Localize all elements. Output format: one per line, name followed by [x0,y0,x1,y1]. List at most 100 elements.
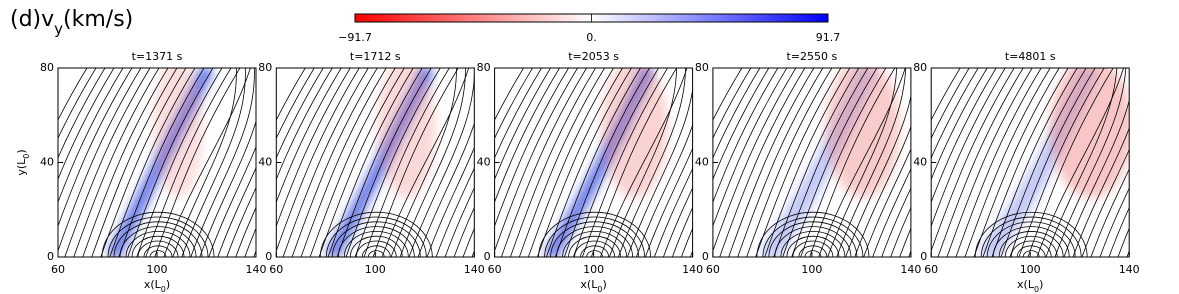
field-line [931,68,961,121]
y-tick-label: 0 [920,250,927,263]
x-tick-label: 140 [1119,263,1140,276]
field-line [931,68,997,203]
y-tick-label: 0 [484,250,491,263]
field-line [453,206,475,257]
panel-title: t=1371 s [132,50,183,63]
field-line [931,68,979,159]
text-part: 0 [22,154,31,159]
field-line [1170,63,1179,262]
field-line [1018,68,1105,257]
x-tick-label: 60 [488,263,502,276]
loop-line [792,240,834,257]
field-line [276,68,306,121]
field-line [354,68,441,257]
field-line [845,94,911,257]
field-line [217,166,256,257]
x-axis-label: x(L0) [580,278,606,294]
panel-plot [931,63,1179,262]
x-tick-label: 140 [246,263,267,276]
loop-line [367,250,385,257]
field-line [964,68,1051,257]
panel-title: t=2053 s [568,50,619,63]
field-line [58,68,115,181]
loop-line [355,240,397,257]
y-tick-label: 40 [258,156,272,169]
red-flow [1050,68,1130,198]
field-line [663,187,693,257]
loop-line [149,250,167,257]
field-line [494,68,552,181]
loop-line [586,250,603,257]
field-line [572,68,660,257]
field-line [145,68,232,257]
y-tick-label: 40 [913,156,927,169]
field-line [154,68,241,257]
field-line [712,68,770,181]
colorbar-tick-label: −91.7 [338,31,372,44]
field-line [276,68,360,252]
field-line [672,206,693,257]
field-line [1099,187,1130,257]
x-tick-label: 60 [51,263,65,276]
field-line [172,68,237,257]
field-line [276,68,333,181]
x-tick-label: 100 [147,263,168,276]
loop-line [774,226,852,257]
field-line [345,68,432,257]
panel-plot [494,68,693,257]
field-line [800,68,887,257]
loop-line [550,221,639,257]
loop-line [361,245,391,257]
loop-line [786,235,840,257]
field-line [590,68,678,257]
field-line [58,68,142,252]
field-line [1045,68,1118,257]
y-tick-label: 0 [265,250,272,263]
loop-line [762,216,864,257]
loop-line [1010,240,1052,257]
field-line [581,68,669,257]
field-line [1063,99,1130,257]
loop-line [780,231,846,257]
field-line [737,68,824,257]
field-line [931,68,988,181]
field-line [390,68,457,257]
y-tick-label: 80 [695,61,709,74]
field-line [494,68,543,159]
panel-plot [276,68,475,257]
loop-line [992,226,1070,257]
field-line [73,68,160,257]
x-tick-label: 60 [269,263,283,276]
field-line [58,68,97,140]
loop-line [337,226,415,257]
field-line [276,68,342,203]
field-line [931,68,1006,227]
field-line [1054,68,1127,257]
panel-title: t=4801 s [1005,50,1056,63]
field-line [494,68,534,140]
field-line [609,68,677,257]
panel-title: t=2550 s [787,50,838,63]
loop-line [319,211,433,257]
field-line [890,206,911,257]
field-line [1152,63,1179,262]
field-line [58,68,106,159]
x-axis-label: x(L0) [144,278,170,294]
text-part: (d)v [10,7,54,32]
colorbar-tick-label: 0. [586,31,597,44]
field-line [426,146,475,257]
loop-line [1004,235,1058,257]
field-line [991,68,1078,257]
field-line [1117,227,1130,257]
y-tick-label: 40 [695,156,709,169]
loop-line [131,235,185,257]
field-line [1072,127,1130,257]
field-line [1090,168,1130,257]
x-tick-label: 140 [900,263,921,276]
y-tick-label: 80 [40,61,54,74]
loop-line [556,226,633,257]
x-axis-label: x(L0) [1017,278,1043,294]
field-line [408,68,475,257]
field-line [82,68,169,257]
field-line [854,125,911,257]
